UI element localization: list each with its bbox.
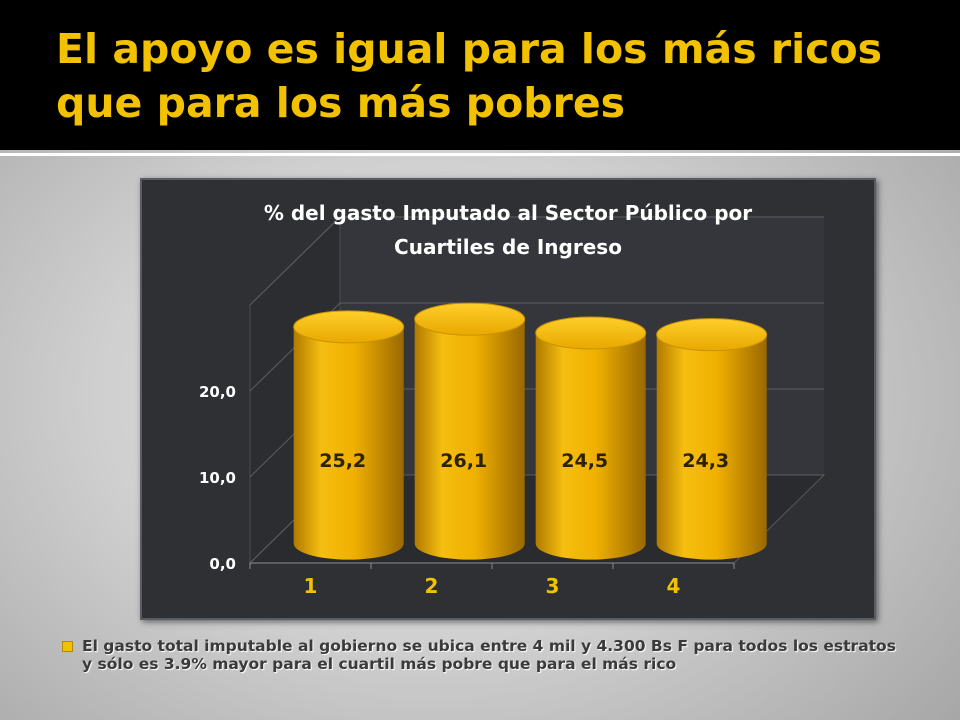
x-tick-label: 1 <box>304 574 318 598</box>
bullet-text: El gasto total imputable al gobierno se … <box>82 637 896 673</box>
slide-title: El apoyo es igual para los más ricos que… <box>56 22 936 130</box>
title-bar: El apoyo es igual para los más ricos que… <box>0 0 960 156</box>
gridline <box>249 216 824 306</box>
bar-body <box>656 334 767 560</box>
bullet-item: El gasto total imputable al gobierno se … <box>62 637 902 673</box>
gridline <box>249 302 824 392</box>
bar-top <box>414 302 526 336</box>
x-tick-label: 2 <box>425 574 439 598</box>
bar <box>535 316 647 560</box>
title-divider <box>0 153 960 156</box>
bar <box>656 318 768 560</box>
bar-body <box>414 319 525 560</box>
data-label: 24,3 <box>682 450 729 472</box>
y-tick-label: 20,0 <box>199 383 236 401</box>
bullet-icon <box>62 641 73 652</box>
y-tick-label: 0,0 <box>209 555 236 573</box>
y-tick-label: 10,0 <box>199 469 236 487</box>
bar-chart: 0,0 10,0 20,0 25,2 1 26,1 2 24,5 3 24,3 4 % del ga… <box>199 201 826 598</box>
data-label: 25,2 <box>319 450 366 472</box>
slide-title-line2: que para los más pobres <box>56 79 626 127</box>
bar-top <box>656 318 768 352</box>
chart-title-line2: Cuartiles de Ingreso <box>394 235 622 259</box>
data-label: 26,1 <box>440 450 487 472</box>
slide-title-line1: El apoyo es igual para los más ricos <box>56 25 883 73</box>
chart-title-line1: % del gasto Imputado al Sector Público p… <box>264 201 752 225</box>
bar-top <box>535 316 647 350</box>
x-tick-label: 3 <box>546 574 560 598</box>
bar <box>293 310 405 560</box>
bar-body <box>293 326 404 560</box>
bar-top <box>293 310 405 344</box>
x-tick-label: 4 <box>667 574 681 598</box>
data-label: 24,5 <box>561 450 608 472</box>
bar-body <box>535 332 646 560</box>
bar <box>414 302 526 560</box>
chart-panel: 0,0 10,0 20,0 25,2 1 26,1 2 24,5 3 24,3 4 % del ga… <box>140 178 876 620</box>
